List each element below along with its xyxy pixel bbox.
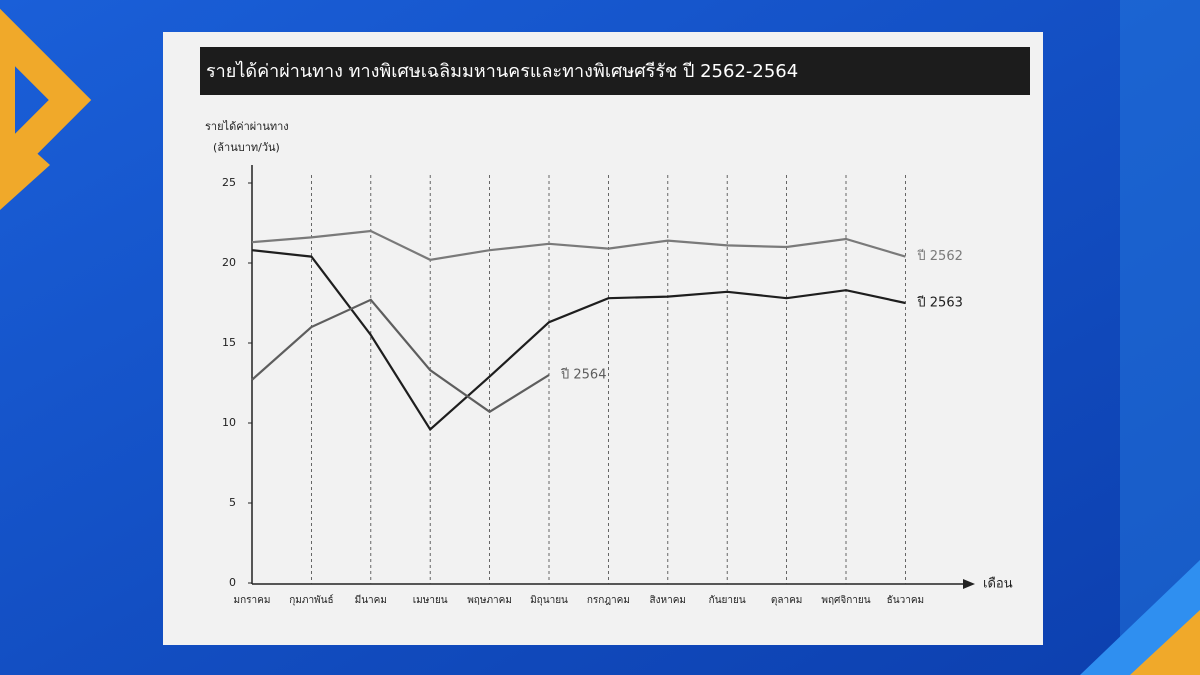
x-tick-label: มิถุนายน [530,595,568,606]
y-tick-label: 20 [222,256,236,269]
series-label: ปี 2564 [560,367,606,383]
y-tick-label: 5 [229,496,236,509]
x-tick-label: มีนาคม [355,594,387,606]
chart-panel [163,32,1043,645]
x-tick-label: ตุลาคม [771,595,803,606]
series-line [251,229,906,261]
series-label: ปี 2563 [916,295,962,311]
decor-chevron [0,8,92,192]
x-axis-label: เดือน [983,576,1013,592]
x-tick-label: กันยายน [709,595,746,606]
x-tick-label: เมษายน [413,595,448,606]
title-bar [200,47,1030,95]
x-tick-label: สิงหาคม [650,595,686,606]
x-tick-label: กุมภาพันธ์ [289,594,333,606]
series-label: ปี 2562 [916,248,962,264]
x-axis-arrow [963,579,975,589]
x-tick-label: กรกฎาคม [587,595,630,606]
y-tick-label: 15 [222,336,236,349]
y-axis-label: (ล้านบาท/วัน) [213,141,280,154]
series-line [251,298,550,414]
decor-stripe [1130,610,1200,675]
y-tick-label: 25 [222,176,236,189]
x-tick-label: ธันวาคม [887,595,924,606]
x-tick-label: มกราคม [234,595,271,606]
series-line [251,249,906,432]
y-tick-label: 0 [229,576,236,589]
decor-stripe [1120,0,1200,675]
chart-title: รายได้ค่าผ่านทาง ทางพิเศษเฉลิมมหานครและท… [206,60,798,82]
x-tick-label: พฤศจิกายน [821,595,870,606]
y-tick-label: 10 [222,416,236,429]
y-axis-label: รายได้ค่าผ่านทาง [205,120,289,133]
decor-chevron [0,120,50,210]
x-tick-label: พฤษภาคม [467,595,512,606]
